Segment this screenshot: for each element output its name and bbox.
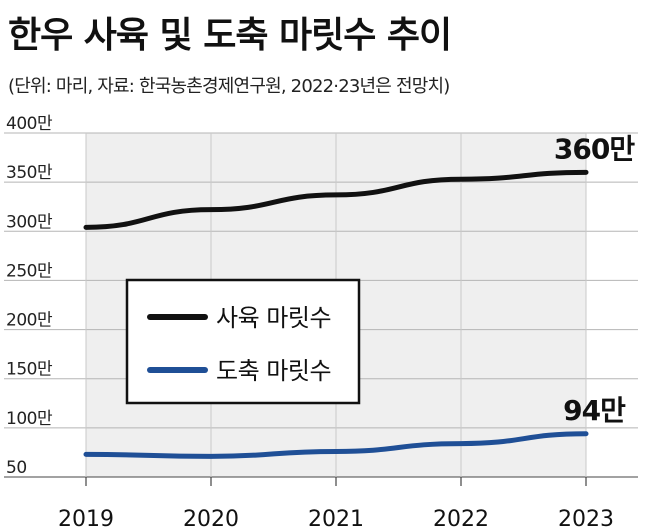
y-tick-label: 350만 xyxy=(6,163,53,183)
x-tick-label: 2019 xyxy=(58,507,114,530)
y-tick-label: 100만 xyxy=(6,409,53,429)
y-tick-label: 150만 xyxy=(6,360,53,380)
legend-box xyxy=(125,278,361,405)
legend-label: 사육 마릿수 xyxy=(216,304,331,332)
y-tick-label: 300만 xyxy=(6,212,53,232)
series-line-1 xyxy=(83,169,589,230)
end-value-label: 94만 xyxy=(563,394,626,427)
x-tick-label: 2023 xyxy=(558,507,614,530)
y-tick-label: 250만 xyxy=(6,261,53,281)
y-tick-label: 400만 xyxy=(6,114,53,134)
end-value-label: 360만 xyxy=(554,132,635,165)
chart-subtitle: (단위: 마리, 자료: 한국농촌경제연구원, 2022·23년은 전망치) xyxy=(8,76,450,97)
series-line-2 xyxy=(83,431,589,459)
x-tick-label: 2021 xyxy=(308,507,364,530)
y-tick-label: 50 xyxy=(6,458,27,478)
x-tick-label: 2022 xyxy=(433,507,489,530)
chart-title: 한우 사육 및 도축 마릿수 추이 xyxy=(8,15,452,56)
legend-label: 도축 마릿수 xyxy=(216,357,331,385)
x-tick-label: 2020 xyxy=(183,507,239,530)
y-tick-label: 200만 xyxy=(6,311,53,331)
